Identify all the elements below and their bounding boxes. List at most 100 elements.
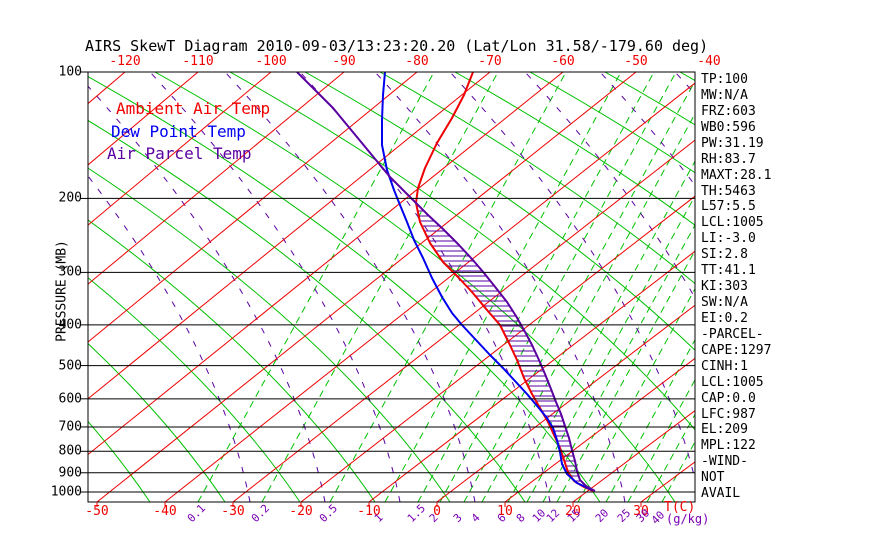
pressure-label: 700 [58,419,82,435]
moist-adiabat-line [599,72,695,187]
dry-adiabat-line [88,420,151,502]
dry-adiabat-line [88,342,226,502]
pressure-label: 500 [58,358,82,374]
mixing-ratio-line [507,160,695,502]
isotherm-line [88,72,199,166]
stats-item: AVAIL [701,486,741,502]
bottom-temp-label: -20 [289,504,313,519]
isotherm-line [368,250,695,502]
isotherm-line [572,409,695,502]
isotherm-line [300,195,695,502]
top-temp-label: -110 [182,54,214,69]
stats-item: TH:5463 [701,183,756,199]
isotherm-line [504,357,695,502]
stats-item: LFC:987 [701,406,756,422]
moist-adiabat-line [299,72,551,502]
dry-adiabat-line [304,72,695,351]
stats-item: MPL:122 [701,438,756,454]
dry-adiabat-line [88,167,451,502]
top-temp-label: -60 [551,54,575,69]
parcel-temp-curve [296,72,596,492]
mixing-ratio-line [261,72,499,502]
pressure-label: 100 [58,64,82,80]
pressure-label: 900 [58,465,82,481]
top-temp-label: -100 [255,54,287,69]
stats-item: NOT [701,470,725,486]
dry-adiabat-line [88,75,601,502]
stats-item: CAPE:1297 [701,342,772,358]
stats-item: CAP:0.0 [701,390,756,406]
isotherm-line [88,72,345,285]
stats-item: FRZ:603 [701,103,756,119]
pressure-label: 800 [58,443,82,459]
dry-adiabat-line [830,72,870,502]
top-temp-label: -120 [109,54,141,69]
dry-adiabat-line [88,219,376,502]
stats-item: RH:83.7 [701,151,756,167]
mixing-ratio-line [526,194,695,502]
stats-item: LCL:1005 [701,374,764,390]
dry-adiabat-line [88,119,526,502]
stats-item: SI:2.8 [701,247,748,263]
moist-adiabat-line [524,72,695,299]
bottom-temp-label: 10 [497,504,513,519]
stats-item: -PARCEL- [701,326,764,342]
mixing-ratio-line [384,72,622,502]
stats-item: TP:100 [701,72,748,87]
stats-item: L57:5.5 [701,199,756,215]
stats-item: TT:41.1 [701,263,756,279]
stats-item: MAXT:28.1 [701,167,772,183]
dry-adiabat-line [229,72,695,431]
chart-title: AIRS SkewT Diagram 2010-09-03/13:23:20.2… [85,37,709,55]
isotherm-line [436,304,695,502]
top-temp-label: -90 [332,54,356,69]
bottom-temp-label: -30 [221,504,245,519]
legend-air-parcel-temp: Air Parcel Temp [107,144,252,163]
isotherm-line [232,139,695,502]
moist-adiabat-line [449,72,695,482]
mixing-ratio-line [417,72,655,502]
bottom-temp-label: 20 [565,504,581,519]
dry-adiabat-line [454,72,695,226]
stats-item: EL:209 [701,422,748,438]
bottom-temp-label: -10 [357,504,381,519]
bottom-temp-label: -50 [85,504,109,519]
top-temp-label: -80 [405,54,429,69]
stats-item: LCL:1005 [701,215,764,231]
top-temp-label: -50 [624,54,648,69]
x-axis-temp-unit-label: T(C) [664,500,696,515]
mixing-ratio-line [481,112,695,502]
moist-adiabat-line [149,72,401,502]
legend-dew-point-temp: Dew Point Temp [111,122,246,141]
moist-adiabat-line [750,72,870,502]
mixing-ratio-line [556,249,695,502]
isotherm-line [88,72,491,400]
moist-adiabat-line [224,72,476,502]
mixing-ratio-line [439,72,677,502]
mixing-ratio-line [463,80,695,502]
isotherm-line [88,72,418,343]
plot-frame [87,71,696,503]
isotherm-line [88,72,272,226]
bottom-temp-label: 0 [433,504,441,519]
mixing-ratio-line [577,287,695,502]
x-axis-mixing-unit-label: (g/kg) [666,512,710,526]
bottom-temp-label: -40 [153,504,177,519]
stats-item: SW:N/A [701,295,748,311]
isotherm-line [88,72,564,456]
pressure-label: 1000 [50,484,82,500]
mixing-ratio-line [542,224,695,502]
stats-item: -WIND- [701,454,748,470]
moist-adiabat-line [825,72,870,502]
mixing-ratio-line [197,72,435,502]
isotherm-line [96,72,637,502]
pressure-label: 600 [58,391,82,407]
grid-lines [88,72,870,502]
dry-adiabat-line [154,72,676,502]
moist-adiabat-line [374,72,626,502]
stats-item: MW:N/A [701,87,748,103]
stats-item: EI:0.2 [701,310,748,326]
dewpoint-temp-curve [381,72,593,491]
